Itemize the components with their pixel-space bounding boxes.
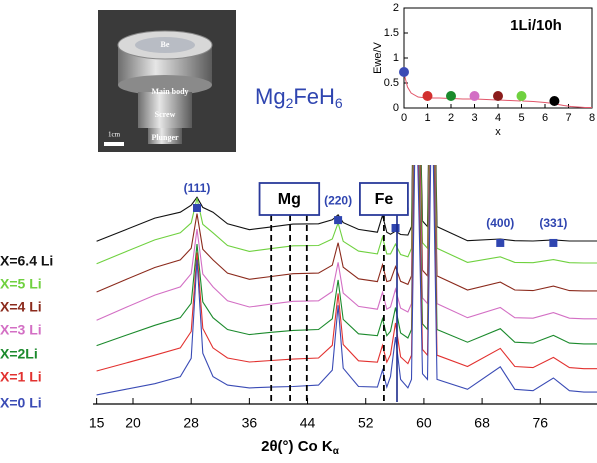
x-axis-label: x [495, 126, 501, 138]
marker [446, 91, 456, 101]
y-axis-label: Ewe/V [372, 41, 384, 73]
x-tick-label: 1 [424, 112, 430, 124]
x-tick-label: 44 [300, 415, 316, 431]
photo-label: 1cm [108, 131, 121, 139]
marker [493, 91, 503, 101]
x-tick-label: 60 [416, 415, 432, 431]
annotation: 1Li/10h [510, 17, 562, 34]
reflection-marker [193, 203, 201, 212]
photo-label: Screw [155, 110, 176, 119]
formula-sub: 6 [335, 95, 343, 111]
x-tick-label: 76 [532, 415, 548, 431]
x-tick-label: 28 [183, 415, 199, 431]
photo-label: Plunger [151, 133, 179, 142]
legend-label: X=3 Li [0, 322, 42, 338]
reference-box [359, 182, 409, 216]
y-tick-label: 2 [393, 2, 399, 14]
reflection-marker [391, 224, 400, 233]
formula: Mg2FeH6 [255, 84, 343, 111]
y-tick-label: 1 [393, 52, 399, 64]
xrd-pattern [96, 165, 597, 242]
be-window [135, 37, 195, 53]
x-tick-label: 6 [542, 112, 548, 124]
marker [516, 91, 527, 101]
y-tick-label: 0.5 [384, 77, 399, 89]
legend-label: X=6.4 Li [0, 253, 53, 269]
plunger [148, 128, 182, 144]
y-tick-label: 0 [393, 102, 399, 114]
legend-label: X=4 Li [0, 299, 42, 315]
marker [422, 91, 433, 101]
reference-box [258, 182, 321, 216]
x-tick-label: 8 [589, 112, 595, 124]
x-axis-label-text: 2θ(°) Co K [261, 438, 333, 455]
reflection-label: (331) [539, 216, 567, 230]
x-tick-label: 7 [565, 112, 571, 124]
x-tick-label: 68 [474, 415, 490, 431]
formula-sub: 2 [286, 95, 294, 111]
x-tick-label: 3 [471, 112, 477, 124]
x-tick-label: 0 [401, 112, 407, 124]
photo: Be Main body Screw Plunger 1cm [98, 10, 236, 152]
legend-label: X=0 Li [0, 395, 42, 411]
reflection-label: (220) [324, 193, 352, 207]
screw [138, 92, 192, 128]
reference-label: Fe [375, 191, 394, 208]
x-tick-label: 20 [125, 415, 141, 431]
x-tick-label: 36 [242, 415, 258, 431]
reflection-marker [334, 216, 343, 225]
legend-label: X=5 Li [0, 276, 42, 292]
x-tick-label: 52 [358, 415, 374, 431]
x-axis-label-sub: α [333, 446, 340, 457]
marker [399, 67, 409, 77]
x-tick-label: 5 [518, 112, 524, 124]
formula-part: FeH [293, 84, 335, 109]
overlay: 15 20 28 36 44 52 60 68 76 X=6.4 Li X=5 Li X=4 Li X=… [0, 181, 597, 431]
cell-edge [118, 75, 212, 95]
marker [469, 91, 480, 101]
reflection-marker [496, 238, 505, 247]
legend-label: X=2Li [0, 346, 38, 362]
reflection-label: (400) [486, 216, 514, 230]
reflection-marker [549, 238, 558, 247]
x-tick-label: 4 [495, 112, 501, 124]
x-tick-label: 2 [448, 112, 454, 124]
marker [549, 96, 560, 106]
reference-label: Mg [278, 191, 301, 208]
legend-label: X=1 Li [0, 369, 42, 385]
formula-part: Mg [255, 84, 286, 109]
xrd-pattern [96, 165, 597, 293]
y-tick-label: 1.5 [384, 27, 399, 39]
scale-bar [104, 142, 124, 146]
reflection-label: (111) [184, 181, 211, 195]
photo-label: Be [161, 40, 170, 49]
x-tick-label: 15 [89, 415, 105, 431]
x-axis-label: 2θ(°) Co Kα [261, 438, 340, 457]
photo-label: Main body [151, 87, 188, 96]
xrd-pattern [96, 165, 597, 372]
inset-chart: 0 0.5 1 1.5 2 0 1 2 3 4 5 6 7 8 x Ewe/V 1Li/10h [372, 2, 595, 138]
